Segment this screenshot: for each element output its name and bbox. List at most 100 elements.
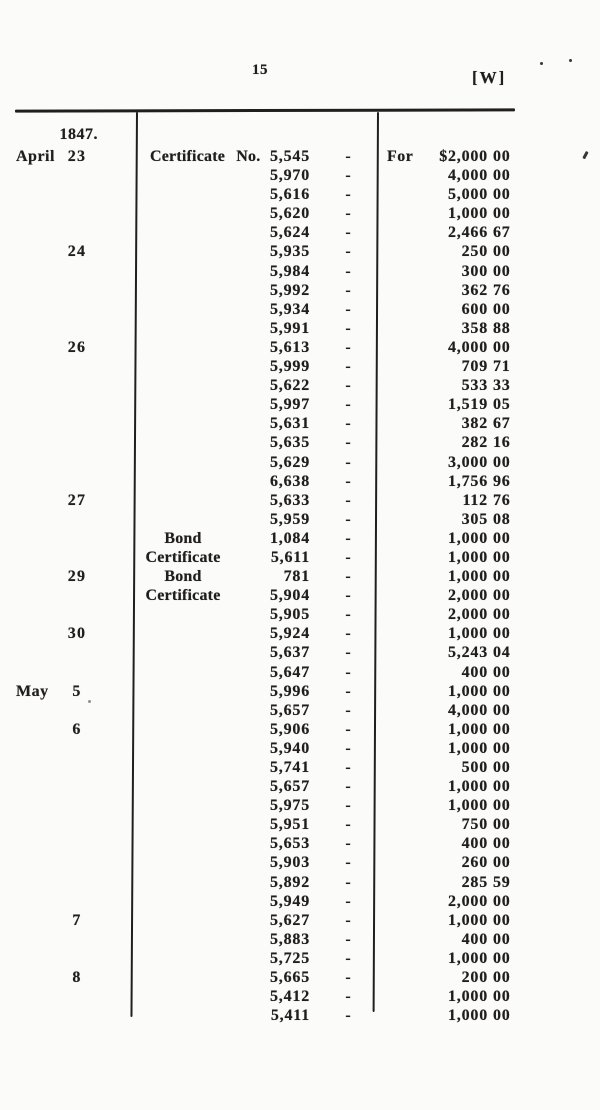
ledger-row: 26 5,613 - 4,000 00 [0,338,600,357]
entry-type-label: Bond [164,529,202,547]
ledger-row: 8 5,665 - 200 00 [0,968,600,987]
ledger-row: 5,949 - 2,000 00 [0,892,600,911]
certificate-number: 5,616 [270,186,310,204]
dash-mark: - [345,548,351,566]
ledger-row: 5,624 - 2,466 67 [0,223,600,242]
dash-mark: - [345,243,351,261]
amount-dollars: 1,000 [448,988,488,1006]
ledger-row: 5,412 - 1,000 00 [0,987,600,1006]
dash-mark: - [345,377,351,395]
dash-mark: - [345,606,351,624]
certificate-number: 5,545 [270,148,310,165]
dash-mark: - [345,167,351,185]
amount-cents: 00 [493,167,511,185]
certificate-number: 5,959 [270,510,310,528]
amount-dollars: 1,000 [448,682,488,700]
amount-dollars: 1,000 [448,568,488,586]
certificate-number: 5,949 [270,892,310,910]
amount-cents: 05 [493,396,511,414]
ledger-row: 5,959 - 305 08 [0,510,600,529]
certificate-number: 5,637 [270,644,310,662]
amount-dollars: 305 [461,510,488,528]
dash-mark: - [345,358,351,376]
entry-type-label: Certificate [145,587,221,605]
date-day: 29 [67,568,87,586]
header-horizontal-rule [14,108,516,113]
certificate-number: 5,653 [270,835,310,853]
certificate-number: 5,996 [270,682,310,700]
dash-mark: - [345,720,351,738]
amount-dollars: 4,000 [448,701,488,719]
certificate-number: 5,412 [270,988,310,1006]
dash-mark: - [345,759,351,776]
certificate-number: 5,647 [270,663,310,681]
amount-dollars: 1,000 [448,739,488,757]
certificate-number: 5,635 [270,434,310,452]
certificate-number: 5,906 [270,720,310,738]
ledger-row: 5,903 - 260 00 [0,853,600,872]
certificate-number: 5,934 [270,300,310,318]
dash-mark: - [345,472,351,490]
dash-mark: - [345,816,351,834]
ledger-row: May 5 5,996 - 1,000 00 [0,682,600,701]
dash-mark: - [345,415,351,433]
ledger-row: 5,616 - 5,000 00 [0,185,600,204]
amount-cents: 00 [493,262,511,280]
date-day: 24 [67,243,87,261]
dash-mark: - [345,148,351,165]
amount-dollars: 1,000 [448,911,488,929]
amount-dollars: 250 [461,243,488,261]
certificate-number: 5,627 [270,911,310,929]
date-day: 6 [72,720,82,738]
dash-mark: - [345,969,351,987]
ledger-row: 5,892 - 285 59 [0,873,600,892]
certificate-number: 781 [283,568,310,586]
amount-cents: 00 [493,663,511,681]
amount-dollars: 1,000 [448,205,488,223]
amount-cents: 00 [493,949,511,967]
amount-dollars: 500 [461,759,488,776]
certificate-number: 5,997 [270,396,310,414]
amount-dollars: 2,000 [448,606,488,624]
amount-cents: 00 [493,739,511,757]
dash-mark: - [345,205,351,223]
amount-dollars: 1,000 [448,949,488,967]
dash-mark: - [345,892,351,910]
amount-cents: 96 [493,472,511,490]
amount-dollars: 600 [461,300,488,318]
dash-mark: - [345,778,351,796]
amount-cents: 00 [493,816,511,834]
amount-dollars: 1,519 [448,396,488,414]
ink-speck [569,59,572,62]
dash-mark: - [345,701,351,719]
dash-mark: - [345,739,351,757]
dash-mark: - [345,1007,351,1025]
ledger-row: 5,653 - 400 00 [0,834,600,853]
amount-cents: 00 [493,338,511,356]
entry-type-label: Certificate [145,548,221,566]
amount-cents: 00 [493,911,511,929]
dash-mark: - [345,510,351,528]
amount-dollars: 2,000 [448,587,488,605]
amount-dollars: 300 [461,262,488,280]
ledger-row: 30 5,924 - 1,000 00 [0,624,600,643]
amount-cents: 00 [493,587,511,605]
document-corner-mark: [W] [472,68,507,87]
amount-dollars: 362 [461,281,488,299]
date-day: 5 [72,682,82,700]
amount-dollars: 200 [461,969,488,987]
certificate-number: 5,620 [270,205,310,223]
amount-dollars: 750 [461,816,488,834]
certificate-number: 5,904 [270,587,310,605]
date-month: April [16,148,55,165]
certificate-number: 5,883 [270,930,310,948]
date-day: 8 [72,969,82,987]
ledger-row: 5,992 - 362 76 [0,281,600,300]
amount-cents: 00 [493,148,511,165]
amount-cents: 00 [493,988,511,1006]
certificate-number: 5,940 [270,739,310,757]
amount-dollars: 533 [461,377,488,395]
dash-mark: - [345,453,351,471]
ledger-row: 5,657 - 4,000 00 [0,701,600,720]
date-day: 7 [72,911,82,929]
